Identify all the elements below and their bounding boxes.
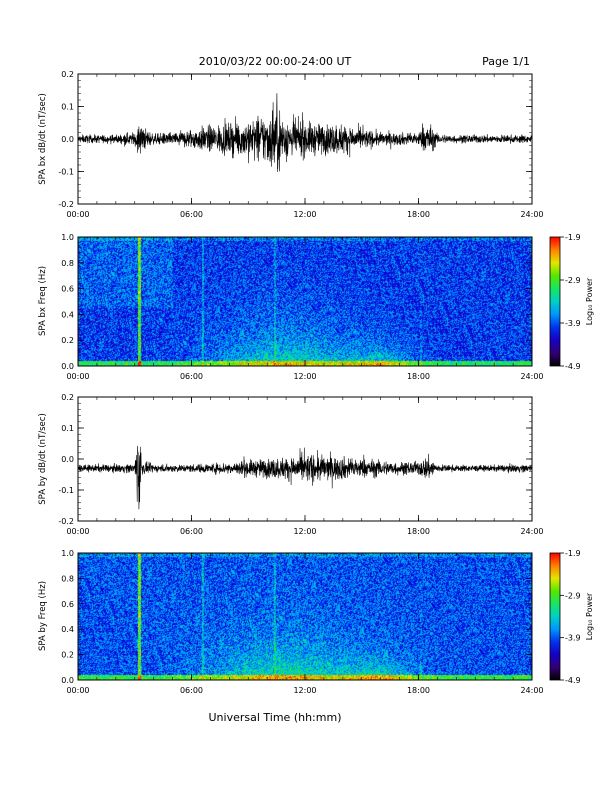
x-tick-label: 18:00 — [407, 210, 430, 219]
x-tick-label: 00:00 — [66, 527, 89, 536]
x-tick-label: 24:00 — [520, 527, 543, 536]
y-tick-label: 0.0 — [61, 135, 74, 144]
y-tick-label: 0.1 — [61, 424, 74, 433]
y-tick-label: 0.4 — [61, 625, 74, 634]
y-tick-label: 0.2 — [61, 651, 74, 660]
y-tick-label: 0.2 — [61, 393, 74, 402]
colorbar-tick-label: -3.9 — [565, 319, 581, 328]
bx-spectrogram-ticks: 00:00 06:00 12:00 18:00 24:00 1.0 0.8 0.6 0.4 0.2… — [61, 233, 543, 381]
x-tick-label: 24:00 — [520, 210, 543, 219]
y-tick-label: -0.1 — [58, 168, 74, 177]
y-tick-label: 0.8 — [61, 259, 74, 268]
x-tick-label: 00:00 — [66, 210, 89, 219]
colorbar-label: Log₁₀ Power — [585, 277, 594, 325]
by-spectrogram-ylabel: SPA by Freq (Hz) — [38, 581, 48, 651]
by-dbdt-panel: 00:00 06:00 12:00 18:00 24:00 0.2 0.1 0.0 -0.1 -0… — [38, 393, 544, 536]
by-dbdt-ticks: 00:00 06:00 12:00 18:00 24:00 0.2 0.1 0.0 -0.1 -0… — [58, 393, 543, 536]
y-tick-label: 0.0 — [61, 362, 74, 371]
bx-spectrogram-panel: 00:00 06:00 12:00 18:00 24:00 1.0 0.8 0.6 0.4 0.2… — [38, 233, 544, 381]
y-tick-label: -0.2 — [58, 517, 74, 526]
by-spectrogram-panel: 00:00 06:00 12:00 18:00 24:00 1.0 0.8 0.6 0.4 0.2… — [38, 549, 544, 695]
y-tick-label: 1.0 — [61, 549, 74, 558]
x-axis-label: Universal Time (hh:mm) — [209, 711, 342, 724]
x-tick-label: 12:00 — [293, 372, 316, 381]
colorbar-frame — [549, 236, 561, 367]
by-spectrogram-ticks: 00:00 06:00 12:00 18:00 24:00 1.0 0.8 0.6 0.4 0.2… — [61, 549, 543, 695]
by-spectrogram-heatmap — [78, 553, 532, 680]
y-tick-label: 0.8 — [61, 574, 74, 583]
y-tick-label: 0.2 — [61, 70, 74, 79]
by-dbdt-ylabel: SPA by dB/dt (nT/sec) — [38, 413, 48, 505]
page-label: Page 1/1 — [482, 55, 530, 68]
bx-dbdt-ticks: 00:00 06:00 12:00 18:00 24:00 0.2 0.1 0.0 -0.1 -0… — [58, 70, 543, 219]
bx-spectrogram-ylabel: SPA bx Freq (Hz) — [38, 266, 48, 336]
colorbar-tick-label: -3.9 — [565, 634, 581, 643]
y-tick-label: 0.4 — [61, 310, 74, 319]
x-tick-label: 12:00 — [293, 686, 316, 695]
colorbar-2: -1.9 -2.9 -3.9 -4.9 Log₁₀ Power — [549, 549, 594, 685]
colorbar-gradient — [550, 237, 560, 366]
colorbar-1: -1.9 -2.9 -3.9 -4.9 Log₁₀ Power — [549, 233, 594, 371]
colorbar-tick-label: -4.9 — [565, 362, 581, 371]
colorbar-tick-label: -4.9 — [565, 676, 581, 685]
x-tick-label: 24:00 — [520, 372, 543, 381]
x-tick-label: 06:00 — [180, 372, 203, 381]
bx-spectrogram-heatmap — [78, 237, 532, 366]
colorbar-gradient — [550, 553, 560, 680]
y-tick-label: 0.0 — [61, 455, 74, 464]
x-tick-label: 18:00 — [407, 686, 430, 695]
colorbar-frame — [549, 552, 561, 681]
bx-dbdt-ylabel: SPA bx dB/dt (nT/sec) — [38, 93, 48, 185]
x-tick-label: 06:00 — [180, 210, 203, 219]
colorbar-tick-label: -1.9 — [565, 233, 581, 242]
y-tick-label: 0.6 — [61, 600, 74, 609]
x-tick-label: 12:00 — [293, 527, 316, 536]
y-tick-label: -0.1 — [58, 486, 74, 495]
by-dbdt-trace — [77, 445, 533, 510]
x-tick-label: 18:00 — [407, 527, 430, 536]
bx-dbdt-trace — [77, 93, 533, 173]
y-tick-label: -0.2 — [58, 200, 74, 209]
figure-title: 2010/03/22 00:00-24:00 UT — [199, 55, 352, 68]
colorbar-tick-label: -1.9 — [565, 549, 581, 558]
x-tick-label: 06:00 — [180, 527, 203, 536]
y-tick-label: 0.2 — [61, 336, 74, 345]
y-tick-label: 1.0 — [61, 233, 74, 242]
x-tick-label: 00:00 — [66, 686, 89, 695]
x-tick-label: 18:00 — [407, 372, 430, 381]
by-dbdt-frame — [77, 396, 533, 522]
colorbar-label: Log₁₀ Power — [585, 592, 594, 640]
x-tick-label: 06:00 — [180, 686, 203, 695]
x-tick-label: 24:00 — [520, 686, 543, 695]
bx-dbdt-panel: 00:00 06:00 12:00 18:00 24:00 0.2 0.1 0.0 -0.1 -0… — [38, 70, 544, 219]
x-tick-label: 00:00 — [66, 372, 89, 381]
colorbar-tick-label: -2.9 — [565, 591, 581, 600]
colorbar-tick-label: -2.9 — [565, 276, 581, 285]
y-tick-label: 0.1 — [61, 103, 74, 112]
x-tick-label: 12:00 — [293, 210, 316, 219]
y-tick-label: 0.6 — [61, 285, 74, 294]
y-tick-label: 0.0 — [61, 676, 74, 685]
